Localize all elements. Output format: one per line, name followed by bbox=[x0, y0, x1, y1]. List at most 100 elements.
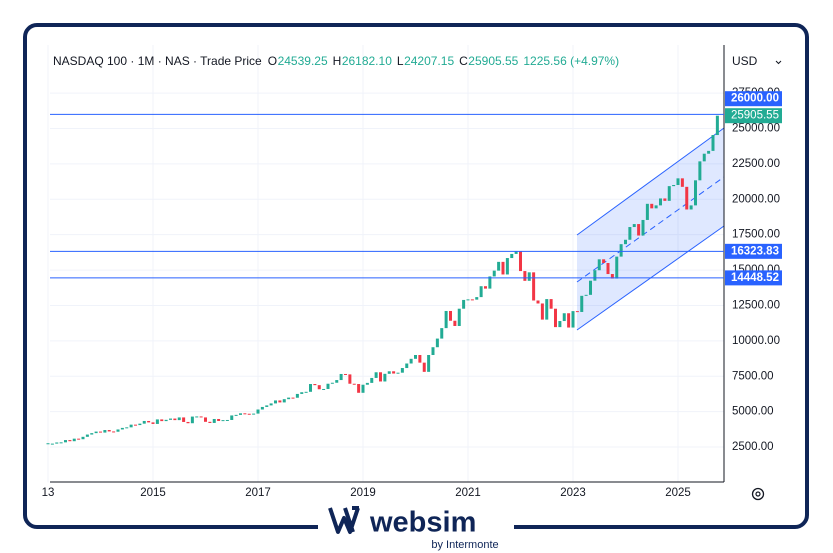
candle bbox=[344, 373, 347, 375]
candle bbox=[479, 286, 483, 298]
candle bbox=[221, 420, 225, 422]
logo-mark bbox=[328, 506, 360, 534]
candle bbox=[567, 313, 571, 328]
candle bbox=[514, 251, 518, 254]
candle bbox=[72, 438, 76, 442]
candle bbox=[151, 422, 155, 424]
candle bbox=[239, 413, 242, 415]
candle bbox=[173, 418, 177, 421]
candle bbox=[624, 239, 627, 245]
candle bbox=[142, 420, 146, 424]
candle bbox=[46, 443, 50, 445]
candle bbox=[50, 443, 54, 445]
candle bbox=[545, 299, 549, 320]
caret[interactable] bbox=[775, 60, 782, 65]
candle bbox=[470, 299, 474, 301]
y-tick-label: 20000.00 bbox=[732, 193, 780, 205]
candle bbox=[562, 313, 566, 322]
candle bbox=[580, 295, 584, 312]
ohlc-prefix: C bbox=[459, 54, 468, 68]
chart-title: NASDAQ 100 · 1M · NAS · Trade Price bbox=[53, 54, 262, 68]
candle bbox=[597, 259, 601, 271]
x-tick-label: 13 bbox=[42, 487, 55, 499]
candle bbox=[453, 320, 457, 326]
candle bbox=[55, 442, 59, 444]
gear-center[interactable] bbox=[755, 491, 761, 497]
candle bbox=[225, 419, 229, 421]
candle bbox=[444, 310, 448, 329]
candle bbox=[77, 438, 81, 440]
candle bbox=[497, 261, 501, 271]
candle bbox=[610, 274, 614, 279]
y-tick-label: 12500.00 bbox=[732, 299, 780, 311]
candle bbox=[532, 272, 536, 301]
candle bbox=[409, 358, 413, 364]
candle bbox=[243, 413, 247, 415]
candle bbox=[81, 436, 85, 440]
candle bbox=[291, 397, 295, 399]
candle bbox=[654, 205, 658, 209]
x-tick-label: 2015 bbox=[140, 487, 166, 499]
candle bbox=[641, 219, 645, 236]
ohlc-value: 24207.15 bbox=[404, 54, 454, 68]
candle bbox=[330, 382, 334, 384]
candle bbox=[466, 299, 470, 301]
x-tick-label: 2019 bbox=[350, 487, 376, 499]
candle bbox=[164, 419, 168, 422]
y-tick-label: 17500.00 bbox=[732, 229, 780, 241]
currency-select[interactable]: USD bbox=[732, 54, 782, 68]
brand-tagline: by Intermonte bbox=[431, 539, 498, 551]
candle bbox=[632, 224, 636, 228]
channel-mid bbox=[576, 176, 725, 283]
ohlc-value: 25905.55 bbox=[468, 54, 518, 68]
candle bbox=[663, 198, 667, 201]
y-tick-label: 2500.00 bbox=[732, 441, 774, 453]
candle bbox=[400, 368, 404, 373]
candle bbox=[317, 385, 321, 390]
candle bbox=[392, 371, 396, 374]
candle bbox=[282, 399, 286, 403]
currency[interactable]: USD bbox=[732, 54, 758, 68]
candle bbox=[169, 418, 172, 420]
candle bbox=[440, 328, 444, 339]
change: 1225.56 (+4.97%) bbox=[523, 54, 619, 68]
candle bbox=[383, 373, 387, 382]
settings-button[interactable] bbox=[751, 487, 765, 501]
candle bbox=[304, 391, 308, 393]
candle bbox=[107, 430, 111, 432]
price-line-label-bg bbox=[725, 91, 782, 107]
candle bbox=[230, 415, 234, 420]
last-price-label: 25905.55 bbox=[731, 110, 779, 122]
candle bbox=[488, 276, 492, 289]
candle bbox=[116, 429, 120, 432]
ohlc-value: 24539.25 bbox=[278, 54, 328, 68]
candle bbox=[335, 380, 339, 383]
price-line-label-bg bbox=[725, 243, 782, 259]
candle bbox=[120, 427, 124, 430]
last-price-bg bbox=[725, 108, 782, 124]
candle bbox=[694, 180, 697, 206]
candle bbox=[182, 417, 186, 422]
candle bbox=[370, 377, 374, 383]
y-tick-label: 7500.00 bbox=[732, 370, 774, 382]
candle bbox=[637, 224, 641, 236]
candle bbox=[715, 115, 719, 136]
candle bbox=[348, 374, 352, 384]
candle bbox=[645, 203, 649, 220]
candle bbox=[177, 417, 181, 421]
candle bbox=[212, 418, 216, 423]
candle bbox=[134, 424, 137, 426]
x-tick-label: 2025 bbox=[665, 487, 691, 499]
candle bbox=[431, 347, 435, 356]
candle bbox=[125, 427, 129, 429]
candle bbox=[523, 271, 527, 281]
candle bbox=[501, 261, 505, 275]
candle bbox=[659, 198, 662, 206]
price-line-label: 14448.52 bbox=[731, 272, 779, 284]
candle bbox=[94, 431, 98, 434]
candle bbox=[606, 262, 610, 275]
gear-icon[interactable] bbox=[751, 487, 765, 501]
candle bbox=[256, 409, 260, 414]
candle bbox=[707, 150, 711, 154]
candle bbox=[265, 405, 269, 407]
